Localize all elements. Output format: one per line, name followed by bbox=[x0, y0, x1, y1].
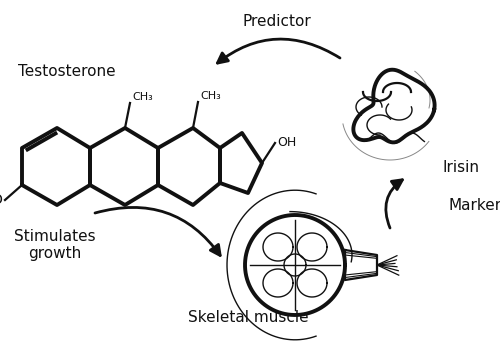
Text: Skeletal muscle: Skeletal muscle bbox=[188, 311, 308, 326]
Text: O: O bbox=[0, 193, 2, 207]
Text: CH₃: CH₃ bbox=[132, 92, 153, 102]
Text: Stimulates
growth: Stimulates growth bbox=[14, 229, 96, 261]
Text: Marker: Marker bbox=[448, 197, 500, 212]
Text: Predictor: Predictor bbox=[242, 15, 312, 30]
Text: Testosterone: Testosterone bbox=[18, 64, 116, 79]
Text: CH₃: CH₃ bbox=[200, 91, 221, 101]
Text: OH: OH bbox=[277, 136, 296, 149]
Text: Irisin: Irisin bbox=[443, 161, 480, 176]
